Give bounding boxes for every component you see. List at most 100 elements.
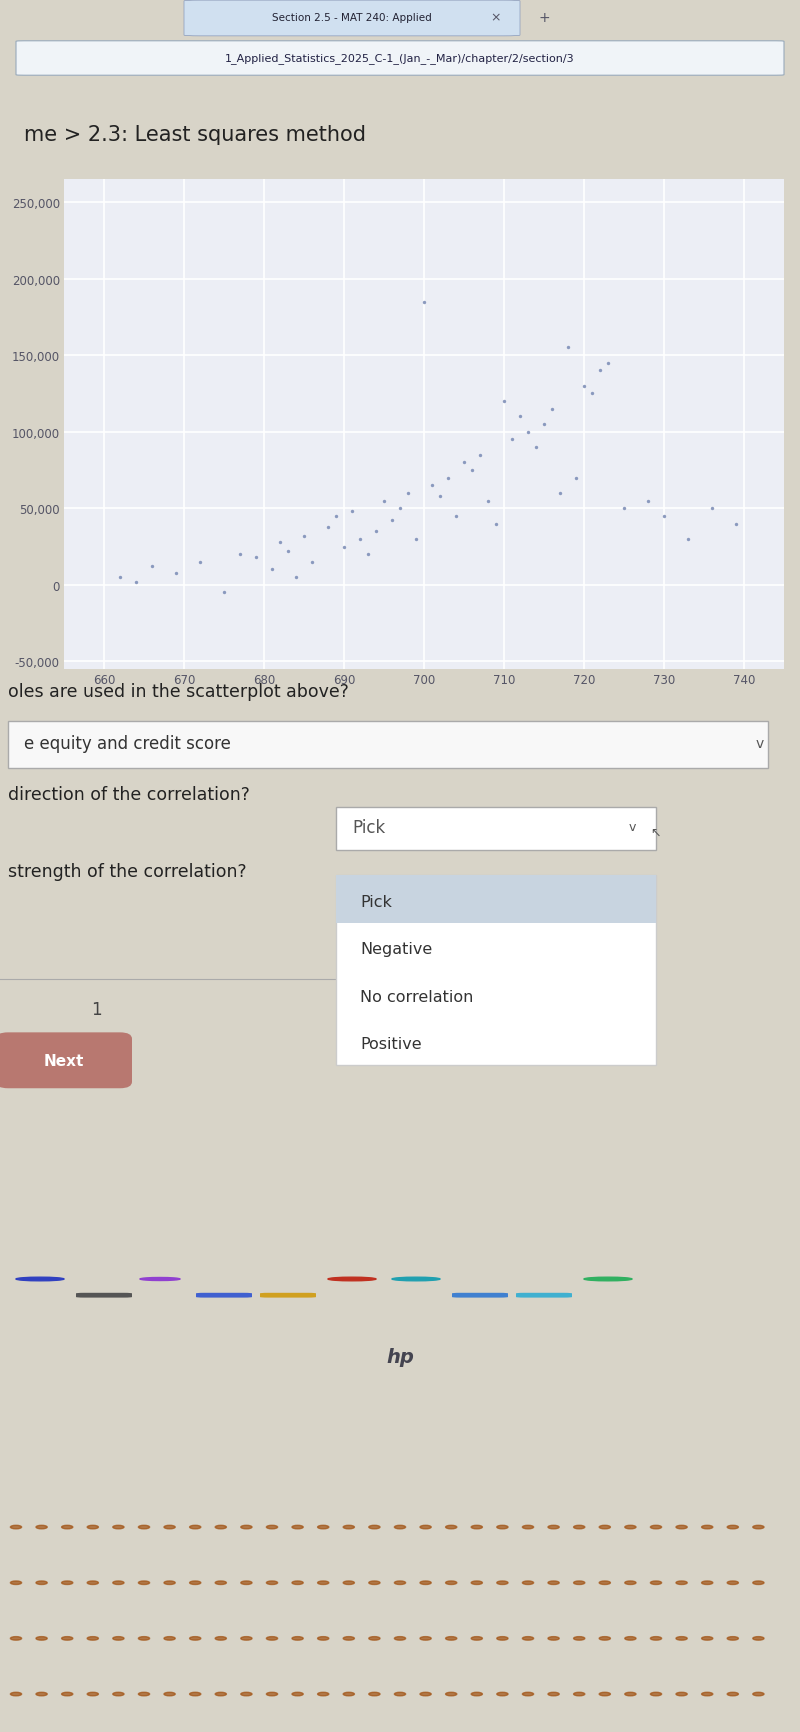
Point — [546, 395, 558, 423]
Circle shape — [446, 1692, 457, 1696]
Circle shape — [215, 1692, 226, 1696]
Point — [282, 539, 294, 566]
Circle shape — [36, 1637, 47, 1640]
Text: 1_Applied_Statistics_2025_C-1_(Jan_-_Mar)/chapter/2/section/3: 1_Applied_Statistics_2025_C-1_(Jan_-_Mar… — [225, 54, 575, 64]
Point — [578, 372, 590, 400]
Point — [386, 507, 398, 535]
Point — [426, 473, 438, 501]
Text: v: v — [756, 736, 764, 750]
Circle shape — [87, 1581, 98, 1585]
Text: direction of the correlation?: direction of the correlation? — [8, 786, 250, 804]
Point — [450, 502, 462, 530]
Point — [370, 518, 382, 546]
Point — [354, 527, 366, 554]
Circle shape — [727, 1526, 738, 1529]
Circle shape — [394, 1692, 406, 1696]
Circle shape — [625, 1692, 636, 1696]
Point — [274, 528, 286, 556]
Circle shape — [164, 1692, 175, 1696]
Circle shape — [446, 1581, 457, 1585]
Circle shape — [215, 1526, 226, 1529]
Point — [522, 419, 534, 447]
Circle shape — [190, 1581, 201, 1585]
Point — [562, 334, 574, 362]
Circle shape — [87, 1637, 98, 1640]
Point — [362, 540, 374, 568]
Circle shape — [599, 1581, 610, 1585]
Point — [322, 513, 334, 540]
Text: Positive: Positive — [360, 1036, 422, 1051]
FancyBboxPatch shape — [8, 721, 768, 769]
Circle shape — [650, 1526, 662, 1529]
FancyBboxPatch shape — [16, 42, 784, 76]
Circle shape — [10, 1637, 22, 1640]
Circle shape — [392, 1278, 440, 1282]
Circle shape — [292, 1526, 303, 1529]
Circle shape — [574, 1692, 585, 1696]
Circle shape — [727, 1692, 738, 1696]
Bar — [336, 876, 656, 1065]
Circle shape — [625, 1526, 636, 1529]
Circle shape — [215, 1637, 226, 1640]
Circle shape — [650, 1581, 662, 1585]
Circle shape — [318, 1526, 329, 1529]
Circle shape — [318, 1692, 329, 1696]
Circle shape — [676, 1526, 687, 1529]
Circle shape — [753, 1581, 764, 1585]
Circle shape — [702, 1581, 713, 1585]
Point — [306, 549, 318, 577]
Circle shape — [702, 1692, 713, 1696]
Point — [402, 480, 414, 507]
Point — [298, 523, 310, 551]
Point — [114, 565, 126, 592]
Text: Next: Next — [44, 1053, 84, 1069]
Circle shape — [328, 1278, 376, 1282]
Circle shape — [113, 1581, 124, 1585]
Circle shape — [702, 1637, 713, 1640]
Circle shape — [36, 1526, 47, 1529]
Circle shape — [471, 1637, 482, 1640]
Circle shape — [676, 1637, 687, 1640]
FancyBboxPatch shape — [196, 1294, 252, 1297]
Circle shape — [369, 1581, 380, 1585]
Text: Section 2.5 - MAT 240: Applied: Section 2.5 - MAT 240: Applied — [272, 14, 432, 23]
Circle shape — [574, 1581, 585, 1585]
Point — [250, 544, 262, 572]
Circle shape — [138, 1637, 150, 1640]
Circle shape — [625, 1637, 636, 1640]
FancyBboxPatch shape — [76, 1294, 132, 1297]
Text: No correlation: No correlation — [360, 989, 474, 1005]
Circle shape — [164, 1526, 175, 1529]
Circle shape — [446, 1526, 457, 1529]
Point — [474, 442, 486, 469]
Circle shape — [548, 1526, 559, 1529]
Circle shape — [471, 1526, 482, 1529]
Circle shape — [16, 1278, 64, 1282]
Circle shape — [497, 1692, 508, 1696]
Circle shape — [266, 1637, 278, 1640]
Circle shape — [369, 1526, 380, 1529]
Circle shape — [138, 1581, 150, 1585]
Circle shape — [241, 1581, 252, 1585]
Text: e equity and credit score: e equity and credit score — [24, 734, 231, 752]
Circle shape — [420, 1692, 431, 1696]
Circle shape — [497, 1637, 508, 1640]
Circle shape — [548, 1637, 559, 1640]
Circle shape — [420, 1581, 431, 1585]
FancyBboxPatch shape — [336, 807, 656, 850]
Circle shape — [113, 1637, 124, 1640]
Circle shape — [650, 1692, 662, 1696]
Circle shape — [190, 1692, 201, 1696]
Text: Pick: Pick — [360, 894, 392, 909]
FancyBboxPatch shape — [184, 2, 520, 36]
Circle shape — [369, 1692, 380, 1696]
Circle shape — [318, 1581, 329, 1585]
Circle shape — [164, 1581, 175, 1585]
Circle shape — [394, 1637, 406, 1640]
Circle shape — [343, 1581, 354, 1585]
Point — [530, 433, 542, 461]
Circle shape — [497, 1526, 508, 1529]
Text: me > 2.3: Least squares method: me > 2.3: Least squares method — [24, 125, 366, 145]
Circle shape — [292, 1692, 303, 1696]
Circle shape — [343, 1526, 354, 1529]
